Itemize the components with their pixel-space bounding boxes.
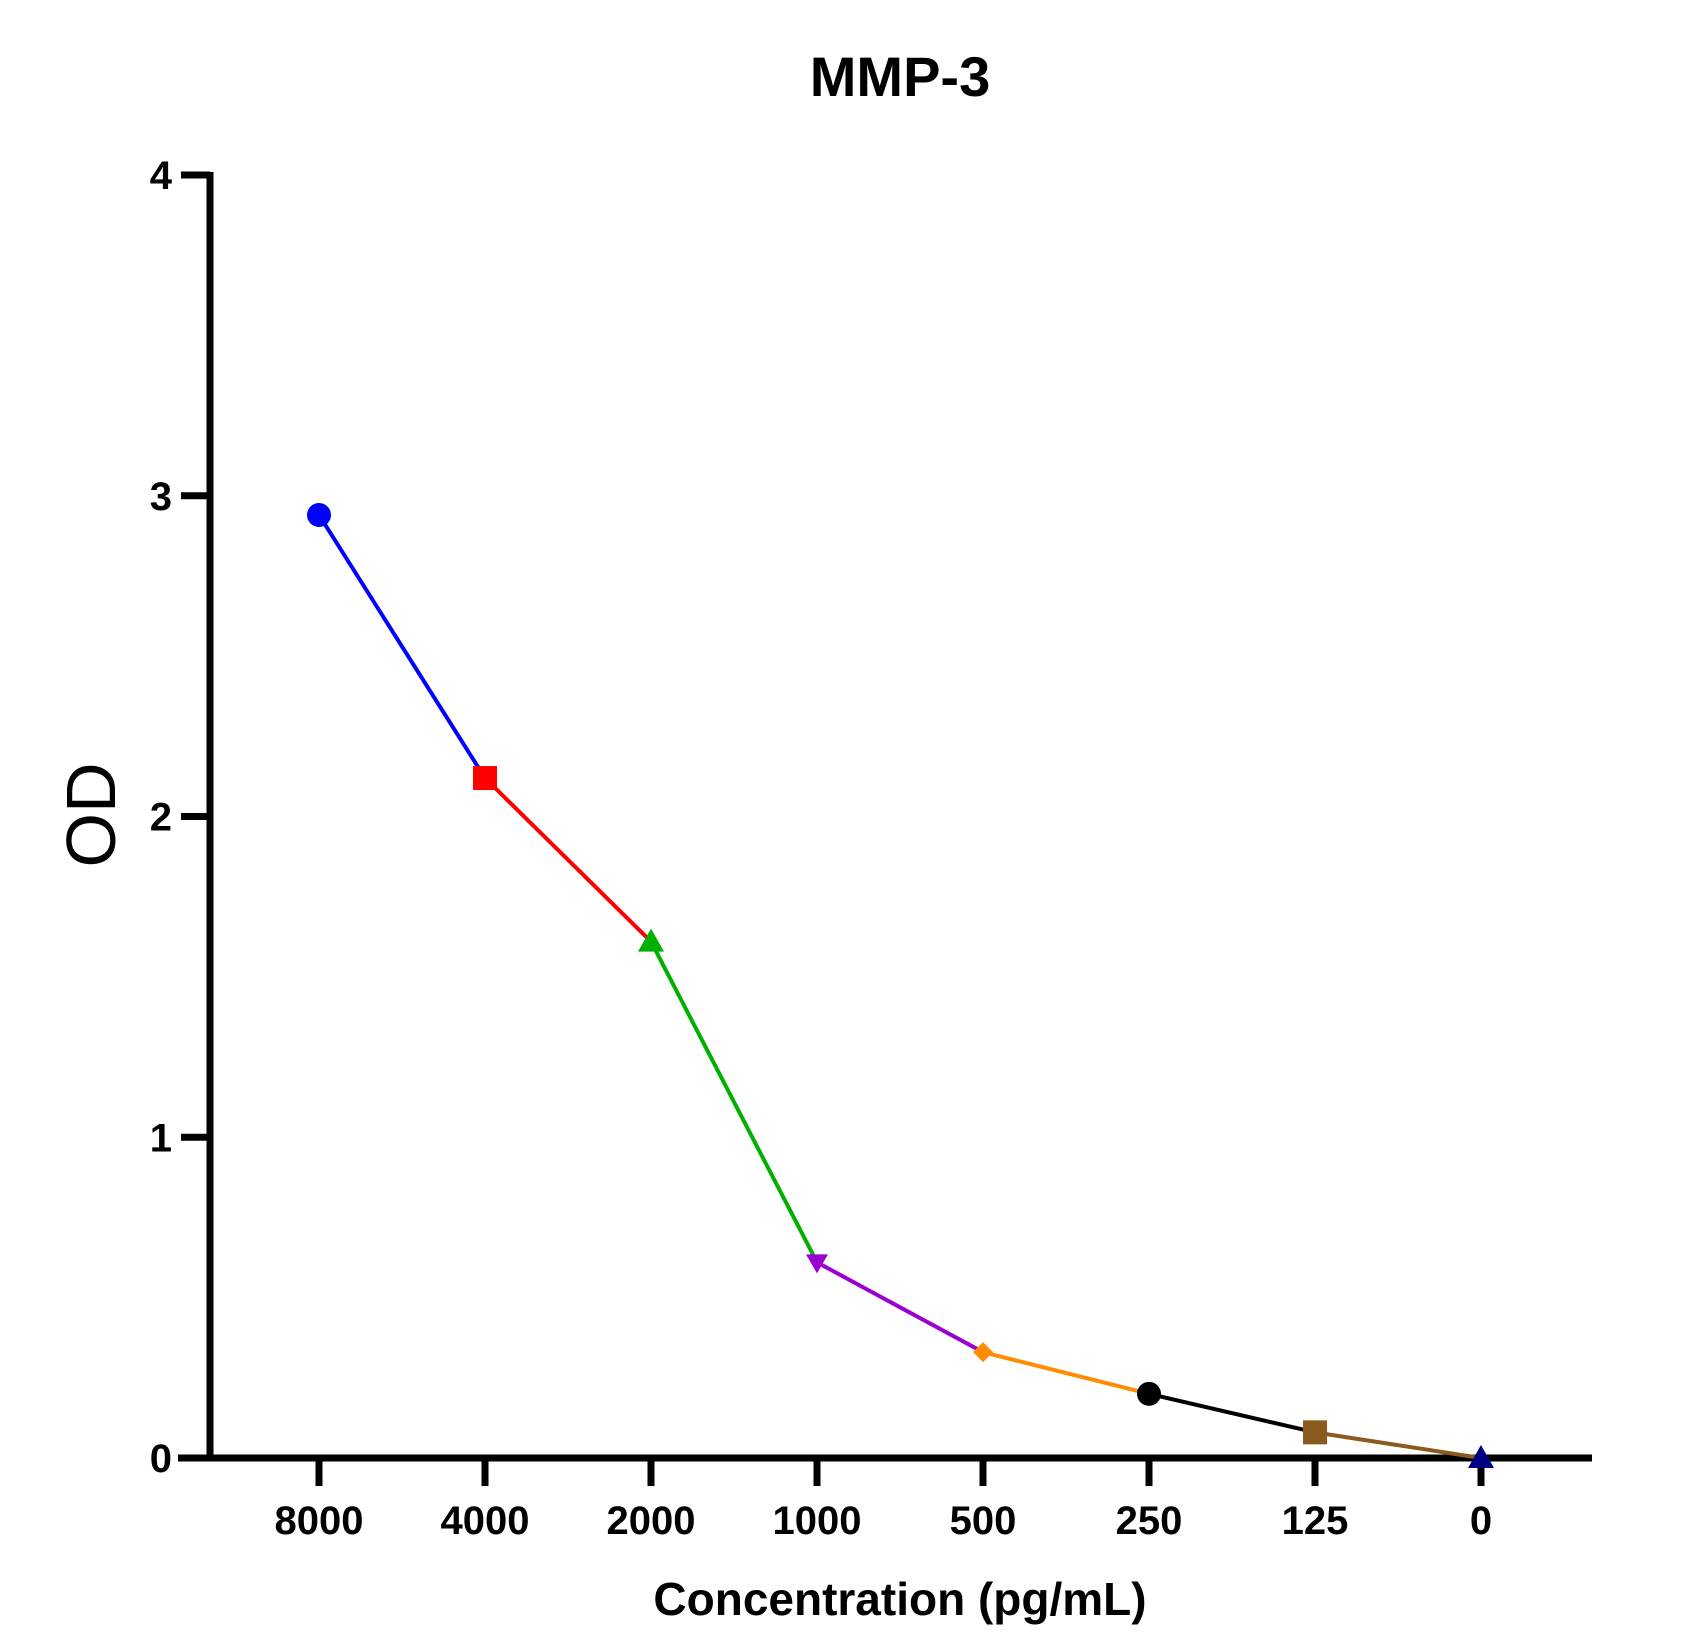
- line-segment-8000-to-4000: [317, 513, 487, 780]
- data-point-2000: [638, 928, 664, 952]
- chart-title: MMP-3: [810, 45, 990, 108]
- axes: [178, 172, 1592, 1462]
- x-tick-label: 250: [1116, 1499, 1183, 1543]
- line-segment-1000-to-500: [816, 1260, 984, 1354]
- line-segment-2000-to-1000: [649, 940, 819, 1264]
- x-tick-label: 1000: [773, 1499, 862, 1543]
- x-tick-label: 2000: [607, 1499, 696, 1543]
- x-tick-label: 4000: [441, 1499, 530, 1543]
- line-segment-4000-to-2000: [483, 776, 653, 944]
- line-segment-125-to-0: [1314, 1430, 1482, 1460]
- data-point-125: [1303, 1420, 1327, 1445]
- y-axis-label: OD: [52, 763, 130, 868]
- x-axis-label: Concentration (pg/mL): [653, 1573, 1146, 1625]
- data-point-0: [1468, 1445, 1494, 1468]
- data-point-8000: [307, 502, 331, 527]
- series-segments: [317, 513, 1482, 1460]
- line-segment-250-to-125: [1148, 1391, 1316, 1435]
- x-ticks: 8000 4000 2000 1000 500 250 125 0: [275, 1458, 1492, 1543]
- line-segment-500-to-250: [982, 1350, 1150, 1396]
- y-tick-label: 3: [150, 475, 172, 519]
- y-tick-label: 4: [150, 154, 173, 198]
- series-markers: [307, 502, 1494, 1468]
- y-tick-label: 1: [150, 1116, 172, 1160]
- y-tick-label: 0: [150, 1437, 172, 1481]
- data-point-1000: [806, 1254, 828, 1274]
- data-point-500: [973, 1342, 993, 1363]
- x-tick-label: 8000: [275, 1499, 364, 1543]
- data-point-250: [1137, 1381, 1161, 1406]
- y-ticks: 0 1 2 3 4: [150, 154, 210, 1481]
- x-tick-label: 0: [1470, 1499, 1492, 1543]
- x-tick-label: 125: [1282, 1499, 1349, 1543]
- y-tick-label: 2: [150, 796, 172, 840]
- x-tick-label: 500: [950, 1499, 1017, 1543]
- data-point-4000: [473, 766, 497, 791]
